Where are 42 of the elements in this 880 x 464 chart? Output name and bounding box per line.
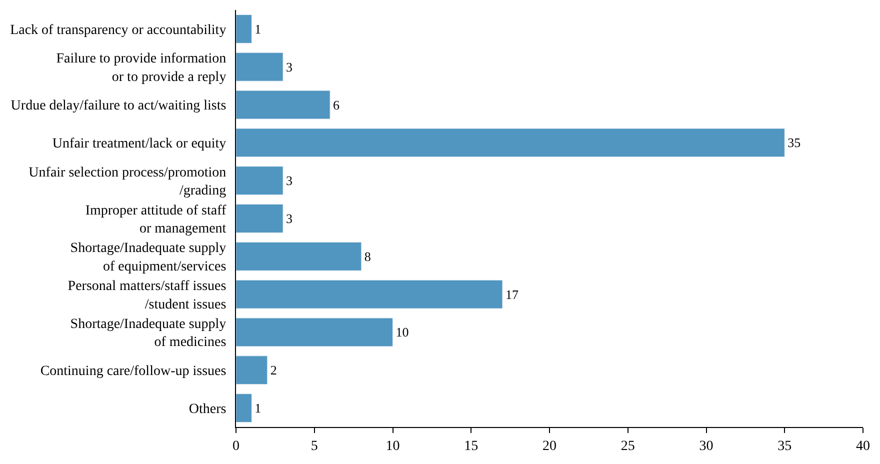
data-label: 10: [396, 324, 409, 340]
data-label: 3: [286, 211, 293, 226]
x-tick-label: 10: [386, 438, 400, 454]
bar: [236, 394, 252, 423]
y-tick-label: Personal matters/staff issues /student issues: [68, 279, 226, 312]
data-label: 1: [254, 400, 262, 416]
y-tick-label: Shortage/Inadequate supply of equipment/services: [70, 241, 226, 274]
y-tick-label: Unfair treatment/lack or equity: [52, 136, 226, 152]
y-tick-label: Continuing care/follow-up issues: [40, 364, 226, 380]
data-label: 6: [333, 97, 340, 112]
bar: [236, 128, 785, 158]
bar: [236, 318, 393, 347]
x-tick-label: 5: [310, 438, 318, 454]
bar: [236, 280, 503, 309]
bar: [236, 356, 268, 385]
x-tick-label: 15: [464, 438, 478, 454]
y-tick-label: Improper attitude of staff or management: [85, 203, 227, 236]
y-tick-label: Failure to provide information or to provide a reply: [56, 52, 226, 85]
y-tick-label: Unfair selection process/promotion /grading: [28, 165, 226, 199]
bar: [236, 14, 252, 44]
bar: [236, 52, 284, 82]
bar: [236, 166, 284, 196]
x-tick-label: 0: [232, 438, 240, 454]
x-tick-label: 35: [778, 438, 792, 454]
data-label: 35: [788, 135, 801, 150]
data-label: 3: [286, 59, 293, 74]
x-tick-label: 20: [542, 438, 556, 454]
bar: [236, 204, 284, 233]
data-label: 3: [286, 173, 293, 188]
bar: [236, 242, 362, 271]
y-tick-label: Shortage/Inadequate supply of medicines: [70, 317, 226, 350]
data-label: 1: [254, 21, 262, 36]
y-tick-label: Others: [188, 402, 226, 417]
x-tick-label: 40: [856, 438, 870, 454]
bar: [236, 90, 330, 120]
x-tick-label: 25: [620, 438, 635, 454]
data-label: 17: [505, 286, 519, 302]
y-tick-label: Urdue delay/failure to act/waiting lists: [10, 98, 226, 114]
data-label: 8: [364, 248, 371, 264]
y-tick-label: Lack of transparency or accountability: [10, 22, 226, 38]
x-tick-label: 30: [699, 438, 714, 454]
data-label: 2: [270, 362, 277, 378]
